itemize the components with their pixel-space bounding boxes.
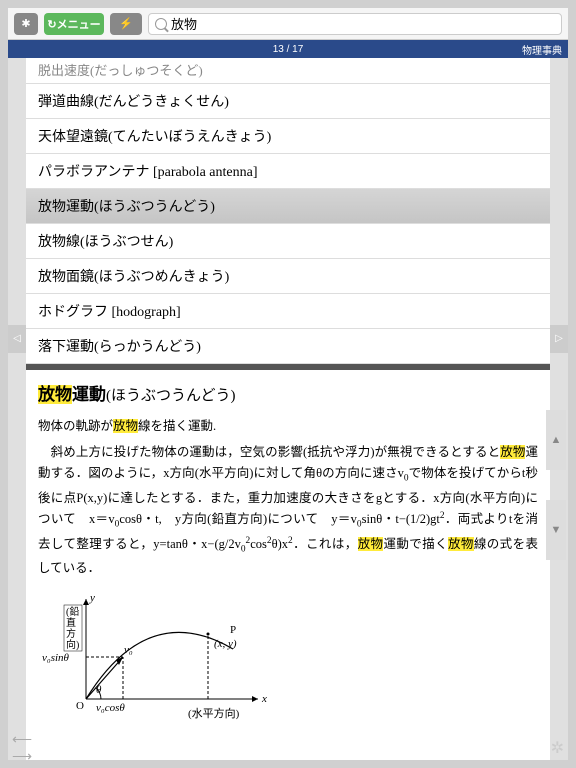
- flash-button[interactable]: ⚡: [110, 13, 142, 35]
- menu-button[interactable]: ↻メニュー: [44, 13, 104, 35]
- list-item[interactable]: 脱出速度(だっしゅつそくど): [26, 58, 550, 84]
- left-edge: ◁: [8, 58, 26, 760]
- svg-text:v₀: v₀: [124, 644, 133, 656]
- pager-bar: 13 / 17 物理事典: [8, 40, 568, 58]
- left-nav-tab[interactable]: ◁: [8, 325, 26, 353]
- svg-text:(x, y): (x, y): [214, 638, 237, 650]
- list-item[interactable]: ホドグラフ [hodograph]: [26, 294, 550, 329]
- svg-text:v₀cosθ: v₀cosθ: [96, 702, 125, 714]
- settings-button[interactable]: ✱: [14, 13, 38, 35]
- back-forward-icon[interactable]: ⟵⟶: [12, 731, 27, 765]
- right-edge: ▷: [550, 58, 568, 760]
- main-content: 脱出速度(だっしゅつそくど) 弾道曲線(だんどうきょくせん)天体望遠鏡(てんたい…: [26, 58, 550, 760]
- pager-position: 13 / 17: [273, 44, 304, 55]
- list-item[interactable]: 放物面鏡(ほうぶつめんきょう): [26, 259, 550, 294]
- footer-gear-icon[interactable]: ✲: [551, 738, 564, 758]
- svg-text:P: P: [230, 624, 236, 636]
- list-item[interactable]: 弾道曲線(だんどうきょくせん): [26, 84, 550, 119]
- search-icon: [155, 18, 167, 30]
- article-title: 放物運動(ほうぶつうんどう): [38, 380, 538, 405]
- search-field[interactable]: [148, 13, 562, 35]
- list-item[interactable]: 放物運動(ほうぶつうんどう): [26, 189, 550, 224]
- svg-text:向): 向): [66, 638, 79, 651]
- pager-source: 物理事典: [522, 42, 562, 57]
- svg-text:y: y: [89, 592, 95, 604]
- scroll-down-button[interactable]: ▼: [546, 500, 566, 560]
- right-nav-tab[interactable]: ▷: [550, 325, 568, 353]
- footer-bar: ⟵⟶ ✲: [12, 738, 564, 758]
- svg-text:v₀sinθ: v₀sinθ: [42, 652, 70, 664]
- list-item[interactable]: 天体望遠鏡(てんたいぼうえんきょう): [26, 119, 550, 154]
- right-scroll-controls: ▲ ▼: [546, 410, 566, 590]
- article-pane: 放物運動(ほうぶつうんどう) 物体の軌跡が放物線を描く運動. 斜め上方に投げた物…: [26, 370, 550, 760]
- trajectory-diagram: y (鉛直方向) x (水平方向) Ov₀ v₀sinθ v₀cosθ θ P (x, y): [38, 589, 538, 729]
- svg-text:(水平方向): (水平方向): [188, 706, 240, 720]
- toolbar: ✱ ↻メニュー ⚡: [8, 8, 568, 40]
- svg-text:θ: θ: [96, 684, 102, 696]
- scroll-up-button[interactable]: ▲: [546, 410, 566, 470]
- svg-text:(鉛: (鉛: [66, 605, 79, 618]
- svg-text:方: 方: [66, 627, 76, 640]
- article-body: 斜め上方に投げた物体の運動は，空気の影響(抵抗や浮力)が無視できるとすると放物運…: [38, 442, 538, 579]
- svg-text:O: O: [76, 700, 84, 712]
- list-item[interactable]: 落下運動(らっかうんどう): [26, 329, 550, 364]
- results-list: 脱出速度(だっしゅつそくど) 弾道曲線(だんどうきょくせん)天体望遠鏡(てんたい…: [26, 58, 550, 364]
- article-definition: 物体の軌跡が放物線を描く運動.: [38, 415, 538, 434]
- search-input[interactable]: [171, 16, 555, 32]
- svg-text:x: x: [261, 693, 267, 705]
- list-item[interactable]: パラボラアンテナ [parabola antenna]: [26, 154, 550, 189]
- svg-text:直: 直: [66, 616, 76, 629]
- list-item[interactable]: 放物線(ほうぶつせん): [26, 224, 550, 259]
